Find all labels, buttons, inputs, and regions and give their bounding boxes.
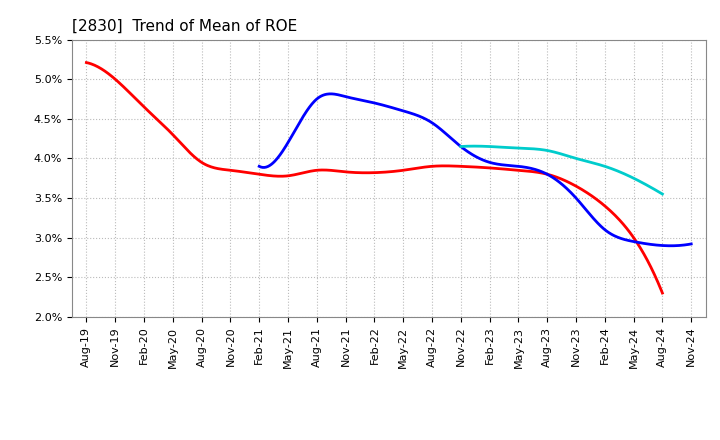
Text: [2830]  Trend of Mean of ROE: [2830] Trend of Mean of ROE (72, 19, 297, 34)
